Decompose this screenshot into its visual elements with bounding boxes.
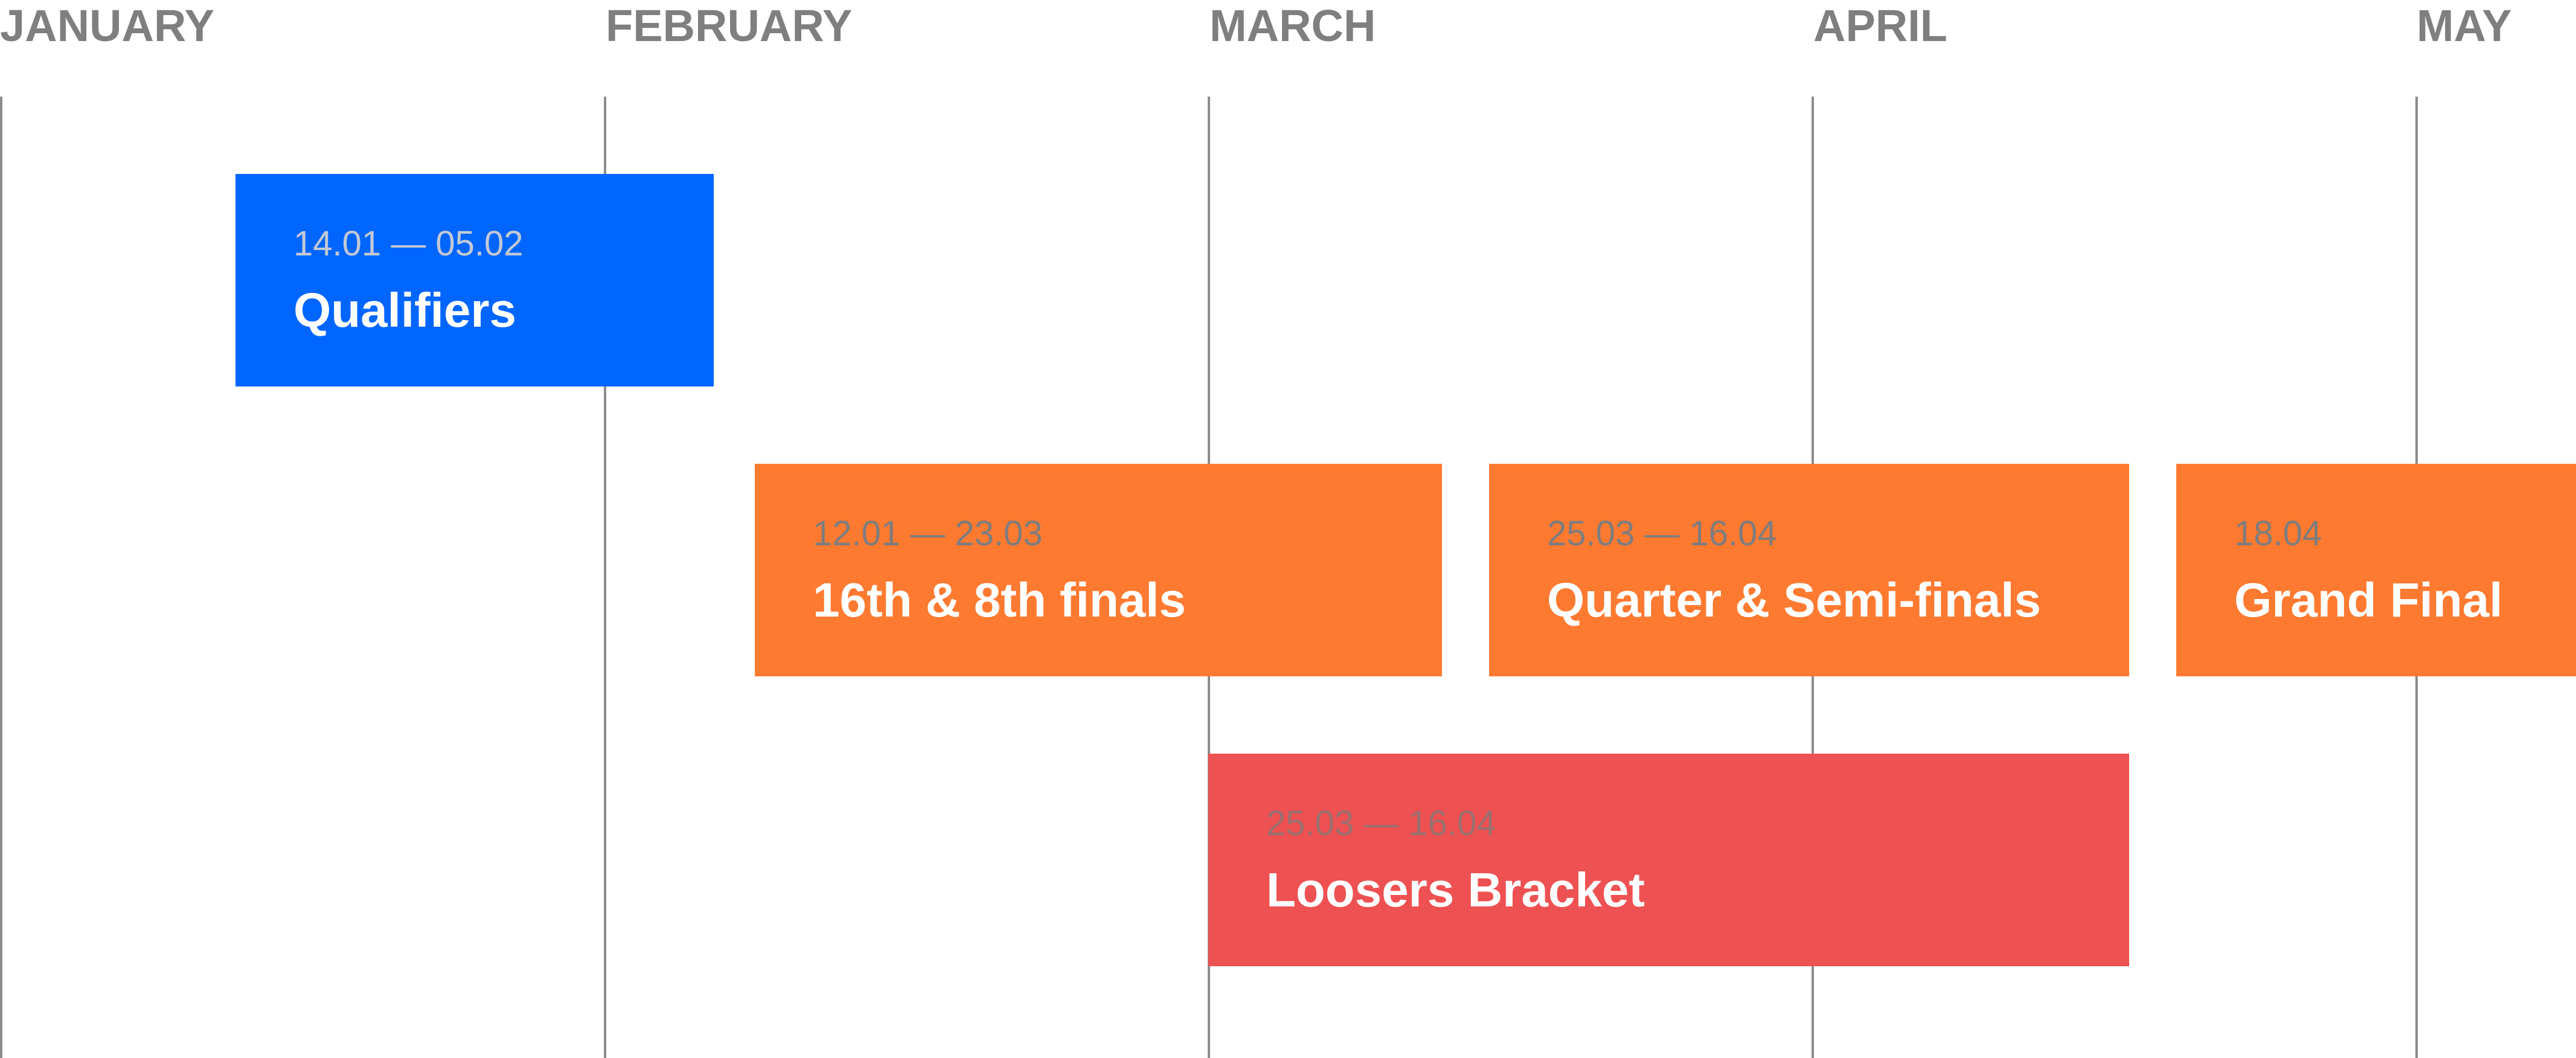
event-name: Loosers Bracket <box>1266 863 1645 917</box>
event-dates: 25.03 — 16.04 <box>1547 514 1777 553</box>
month-label-march: MARCH <box>1210 1 1376 51</box>
month-label-january: JANUARY <box>0 1 214 51</box>
event-dates: 18.04 <box>2234 514 2322 553</box>
month-divider-february <box>604 97 606 1058</box>
event-name: 16th & 8th finals <box>813 573 1186 627</box>
event-name: Qualifiers <box>293 283 517 337</box>
month-label-may: MAY <box>2417 1 2512 51</box>
event-loosers-bracket: 25.03 — 16.04 Loosers Bracket <box>1208 754 2129 966</box>
event-dates: 25.03 — 16.04 <box>1266 804 1496 843</box>
event-dates: 12.01 — 23.03 <box>813 514 1043 553</box>
event-dates: 14.01 — 05.02 <box>293 224 524 263</box>
month-label-february: FEBRUARY <box>606 1 853 51</box>
event-qualifiers: 14.01 — 05.02 Qualifiers <box>235 174 714 386</box>
event-name: Quarter & Semi-finals <box>1547 573 2042 627</box>
event-quarter-semi-finals: 25.03 — 16.04 Quarter & Semi-finals <box>1489 464 2129 676</box>
month-divider-january <box>0 97 2 1058</box>
event-grand-final: 18.04 Grand Final <box>2176 464 2576 676</box>
event-16th-8th-finals: 12.01 — 23.03 16th & 8th finals <box>755 464 1442 676</box>
month-label-april: APRIL <box>1813 1 1947 51</box>
event-name: Grand Final <box>2234 573 2503 627</box>
